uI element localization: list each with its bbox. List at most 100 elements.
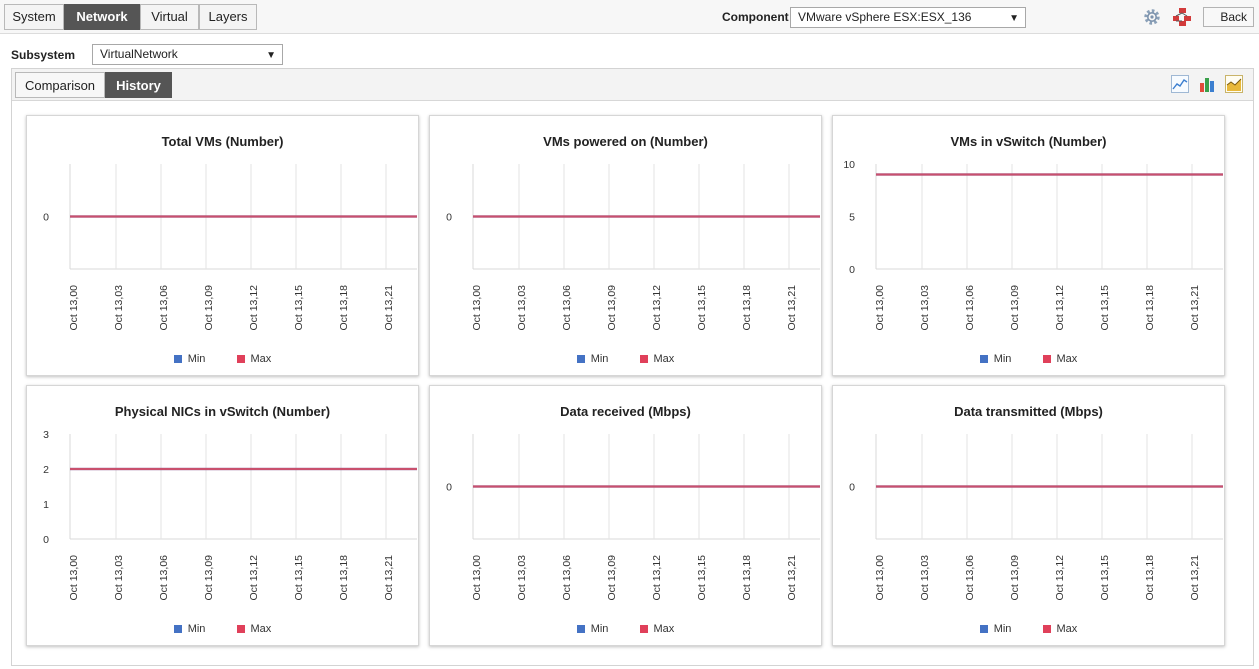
x-tick-label: Oct 13,21 [786, 285, 798, 331]
x-tick-label: Oct 13,15 [1099, 555, 1111, 601]
x-tick-label: Oct 13,03 [113, 285, 125, 331]
tab-history[interactable]: History [105, 72, 172, 98]
x-tick-label: Oct 13,21 [383, 285, 395, 331]
legend-swatch-min [576, 355, 585, 363]
chart-card-vms-powered-on: VMs powered on (Number) Oct 13,00 Oct 13,… [429, 115, 822, 376]
legend-label-min: Min [993, 353, 1012, 365]
x-tick-label: Oct 13,09 [606, 555, 618, 601]
legend-label-min: Min [187, 353, 206, 365]
y-tick-label: 0 [849, 482, 855, 494]
x-tick-label: Oct 13,15 [293, 285, 305, 331]
x-tick-label: Oct 13,00 [874, 285, 886, 331]
component-select[interactable]: VMware vSphere ESX:ESX_136 ▼ [790, 7, 1026, 28]
chart-legend: Min Max [27, 353, 418, 365]
legend-label-max: Max [1056, 623, 1078, 635]
x-tick-label: Oct 13,21 [383, 555, 395, 601]
x-tick-label: Oct 13,03 [919, 285, 931, 331]
y-tick-label: 1 [43, 499, 49, 511]
chart-plot: Oct 13,00 Oct 13,03 Oct 13,06 Oct 13,09 Oct … [43, 164, 417, 331]
legend-item-min: Min [173, 623, 205, 635]
legend-item-max: Max [639, 623, 675, 635]
chart-legend: Min Max [27, 623, 418, 635]
legend-item-min: Min [576, 353, 608, 365]
y-tick-label: 0 [849, 264, 855, 276]
x-tick-label: Oct 13,12 [1054, 555, 1066, 601]
top-toolbar: System Network Virtual Layers Component … [0, 0, 1259, 34]
chart-plot: Oct 13,00 Oct 13,03 Oct 13,06 Oct 13,09 Oct … [446, 434, 820, 601]
gear-icon[interactable] [1143, 8, 1161, 26]
x-tick-label: Oct 13,12 [248, 555, 260, 601]
chevron-down-icon: ▼ [1009, 13, 1019, 24]
x-tick-label: Oct 13,00 [471, 555, 483, 601]
x-tick-label: Oct 13,12 [248, 285, 260, 331]
x-tick-label: Oct 13,06 [158, 555, 170, 601]
x-tick-label: Oct 13,15 [696, 555, 708, 601]
x-tick-label: Oct 13,18 [741, 285, 753, 331]
chart-legend: Min Max [833, 623, 1224, 635]
legend-swatch-max [639, 355, 648, 363]
y-tick-label: 3 [43, 429, 49, 441]
legend-item-min: Min [979, 623, 1012, 635]
tab-system[interactable]: System [4, 4, 64, 30]
line-chart-icon[interactable] [1171, 75, 1189, 93]
y-tick-label: 0 [446, 212, 452, 224]
x-tick-label: Oct 13,00 [68, 285, 80, 331]
legend-label-min: Min [993, 623, 1012, 635]
x-tick-label: Oct 13,18 [741, 555, 753, 601]
legend-item-min: Min [979, 353, 1012, 365]
chart-plot: Oct 13,00 Oct 13,03 Oct 13,06 Oct 13,09 Oct … [849, 434, 1223, 601]
x-tick-label: Oct 13,06 [561, 555, 573, 601]
tab-comparison[interactable]: Comparison [15, 72, 105, 98]
chart-title: Data transmitted (Mbps) [954, 404, 1103, 419]
y-tick-label: 5 [849, 212, 855, 224]
chart-title: Data received (Mbps) [560, 404, 691, 419]
x-tick-label: Oct 13,21 [786, 555, 798, 601]
area-chart-icon[interactable] [1225, 75, 1243, 93]
tab-layers[interactable]: Layers [199, 4, 257, 30]
legend-label-min: Min [590, 623, 609, 635]
chart-legend: Min Max [833, 353, 1224, 365]
x-tick-label: Oct 13,03 [516, 555, 528, 601]
chart-title: Physical NICs in vSwitch (Number) [114, 404, 331, 419]
chevron-down-icon: ▼ [266, 50, 276, 61]
chart-title: Total VMs (Number) [161, 134, 284, 149]
back-button[interactable]: Back [1203, 7, 1254, 27]
chart-card-total-vms: Total VMs (Number) Oct 13,00 Oct 13,03 Oct… [26, 115, 419, 376]
legend-swatch-min [979, 625, 988, 633]
x-tick-label: Oct 13,09 [1009, 285, 1021, 331]
chart-plot: Oct 13,00 Oct 13,03 Oct 13,06 Oct 13,09 Oct … [43, 429, 417, 601]
network-alert-icon[interactable] [1172, 7, 1192, 27]
y-tick-label: 10 [843, 159, 855, 171]
x-tick-label: Oct 13,09 [203, 555, 215, 601]
legend-swatch-max [1042, 355, 1051, 363]
chart-legend: Min Max [430, 623, 821, 635]
legend-item-max: Max [1042, 353, 1077, 365]
panel-header: Comparison History [12, 69, 1253, 101]
y-tick-label: 0 [43, 534, 49, 546]
x-tick-label: Oct 13,00 [471, 285, 483, 331]
legend-swatch-min [576, 625, 585, 633]
subsystem-select[interactable]: VirtualNetwork ▼ [92, 44, 283, 65]
x-tick-label: Oct 13,09 [1009, 555, 1021, 601]
y-tick-label: 0 [43, 212, 49, 224]
bar-chart-icon[interactable] [1199, 75, 1217, 93]
legend-swatch-max [639, 625, 648, 633]
chart-plot: Oct 13,00 Oct 13,03 Oct 13,06 Oct 13,09 Oct … [843, 159, 1223, 331]
x-tick-label: Oct 13,12 [1054, 285, 1066, 331]
chart-legend: Min Max [430, 353, 821, 365]
x-tick-label: Oct 13,15 [1099, 285, 1111, 331]
chart-card-physical-nics: Physical NICs in vSwitch (Number) Oct 13… [26, 385, 419, 646]
chart-title: VMs in vSwitch (Number) [950, 134, 1107, 149]
tab-virtual[interactable]: Virtual [140, 4, 199, 30]
chart-card-data-transmitted: Data transmitted (Mbps) Oct 13,00 Oct 13,… [832, 385, 1225, 646]
legend-label-max: Max [250, 353, 272, 365]
tab-network[interactable]: Network [64, 4, 140, 30]
x-tick-label: Oct 13,00 [68, 555, 80, 601]
y-tick-label: 0 [446, 482, 452, 494]
legend-swatch-max [236, 355, 245, 363]
subsystem-select-value: VirtualNetwork [100, 47, 178, 61]
legend-label-max: Max [250, 623, 272, 635]
x-tick-label: Oct 13,18 [338, 555, 350, 601]
component-label: Component [722, 10, 789, 24]
legend-label-max: Max [653, 623, 675, 635]
